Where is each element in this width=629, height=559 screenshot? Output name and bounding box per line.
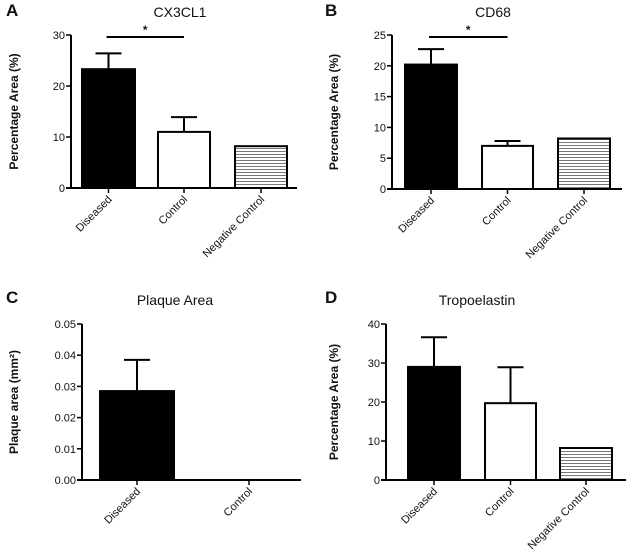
y-axis-label: Percentage Area (%) (7, 53, 21, 169)
y-axis-label: Plaque area (mm²) (7, 350, 21, 454)
x-tick-label: Diseased (102, 486, 143, 527)
x-tick-label: Diseased (74, 194, 115, 235)
x-tick-label: Diseased (399, 486, 440, 527)
panel-letter: D (325, 288, 337, 307)
y-tick-label: 0.00 (55, 475, 76, 487)
bar-diseased (81, 68, 136, 189)
bar-negative-control (234, 145, 288, 189)
bar-diseased (99, 390, 175, 481)
y-tick-label: 5 (380, 153, 386, 165)
y-tick-label: 20 (368, 397, 380, 409)
y-tick-label: 0 (380, 184, 386, 196)
panel-letter: C (6, 288, 18, 307)
y-tick-label: 0.01 (55, 444, 76, 456)
y-tick-label: 0.05 (55, 319, 76, 331)
panel-letter: B (325, 1, 337, 20)
y-axis-label: Percentage Area (%) (327, 344, 341, 460)
y-tick-label: 0.03 (55, 381, 76, 393)
y-tick-label: 0.02 (55, 413, 76, 425)
x-tick-label: Negative Control (201, 194, 267, 260)
bar-diseased (407, 365, 461, 481)
x-tick-label: Diseased (396, 195, 437, 236)
y-tick-label: 10 (374, 122, 386, 134)
bar-diseased (404, 63, 458, 190)
chart-title: Plaque Area (137, 292, 213, 308)
panel-a: A CX3CL1 Percentage Area (%) Diseased Contro… (6, 1, 297, 260)
y-tick-label: 10 (53, 132, 65, 144)
chart-title: Tropoelastin (439, 292, 516, 308)
y-tick-label: 25 (374, 30, 386, 42)
y-tick-label: 10 (368, 436, 380, 448)
y-tick-label: 40 (368, 319, 380, 331)
y-tick-label: 0 (374, 475, 380, 487)
y-tick-label: 30 (368, 358, 380, 370)
bar-negative-control (559, 447, 613, 481)
bar-control (157, 130, 211, 189)
bar-negative-control (557, 137, 611, 191)
y-tick-label: 30 (53, 30, 65, 42)
y-tick-label: 15 (374, 92, 386, 104)
x-tick-label: Control (480, 195, 514, 229)
panel-d: D Tropoelastin Percentage Area (%) Diseased… (325, 288, 626, 552)
y-tick-label: 0.04 (55, 350, 76, 362)
x-tick-label: Control (157, 194, 191, 228)
x-tick-label: Negative Control (526, 486, 592, 552)
bar-control (481, 144, 534, 191)
y-axis-label: Percentage Area (%) (327, 54, 341, 170)
y-tick-label: 20 (374, 61, 386, 73)
y-tick-label: 20 (53, 81, 65, 93)
panel-letter: A (6, 1, 18, 20)
significance-label: * (466, 23, 471, 37)
chart-title: CX3CL1 (154, 4, 207, 20)
panel-c: C Plaque Area Plaque area (mm²) Diseased Con… (6, 288, 301, 527)
x-tick-label: Control (483, 486, 517, 520)
y-tick-label: 0 (59, 183, 65, 195)
bar-control (484, 402, 537, 482)
x-tick-label: Control (222, 486, 256, 520)
significance-label: * (143, 23, 148, 37)
panel-b: B CD68 Percentage Area (%) Diseased Control N… (325, 1, 622, 261)
x-tick-label: Negative Control (524, 195, 590, 261)
chart-title: CD68 (475, 4, 511, 20)
